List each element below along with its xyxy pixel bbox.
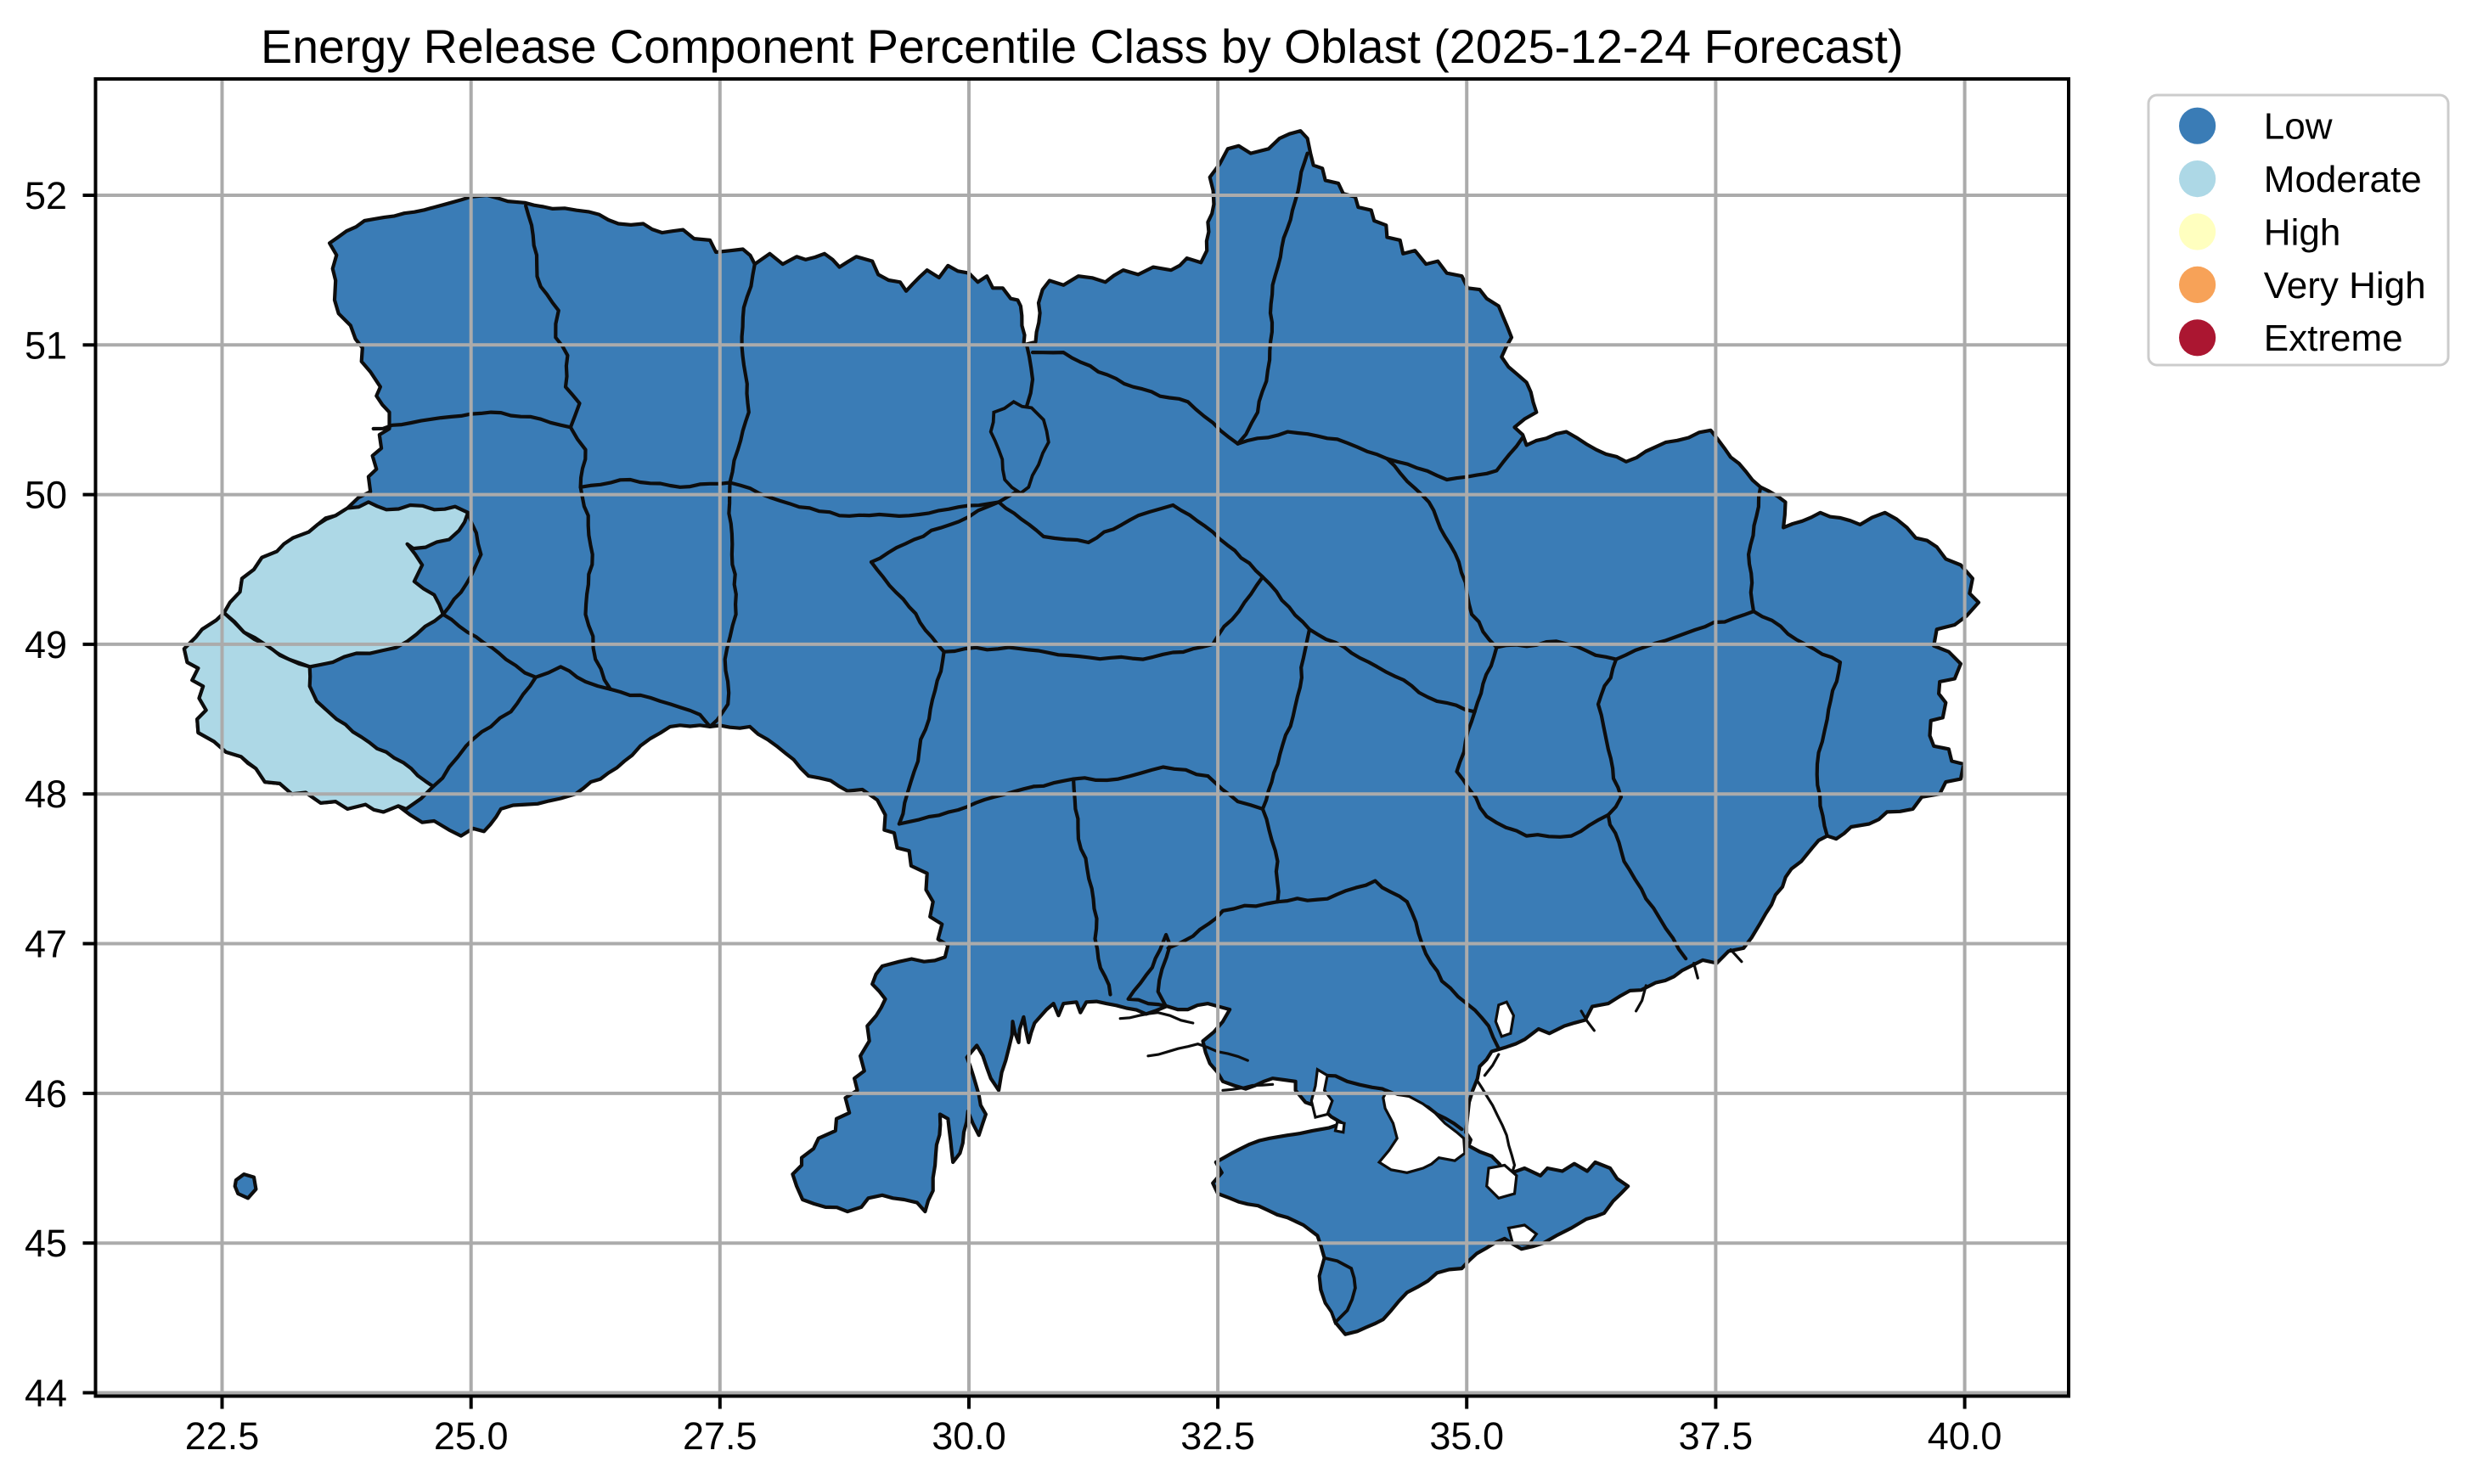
svg-text:Very High: Very High: [2264, 265, 2426, 306]
svg-text:High: High: [2264, 211, 2341, 253]
svg-text:50: 50: [25, 474, 67, 517]
svg-text:Moderate: Moderate: [2264, 159, 2422, 200]
svg-text:Extreme: Extreme: [2264, 318, 2403, 359]
svg-text:44: 44: [25, 1372, 67, 1415]
svg-text:45: 45: [25, 1222, 67, 1265]
svg-text:22.5: 22.5: [185, 1414, 260, 1458]
svg-text:30.0: 30.0: [932, 1414, 1006, 1458]
svg-text:47: 47: [25, 923, 67, 966]
svg-text:48: 48: [25, 773, 67, 816]
svg-text:25.0: 25.0: [434, 1414, 509, 1458]
svg-text:27.5: 27.5: [683, 1414, 757, 1458]
svg-text:51: 51: [25, 323, 67, 367]
svg-text:35.0: 35.0: [1429, 1414, 1504, 1458]
svg-text:Energy Release Component Perce: Energy Release Component Percentile Clas…: [261, 20, 1903, 73]
svg-text:Low: Low: [2264, 106, 2333, 148]
svg-text:37.5: 37.5: [1679, 1414, 1754, 1458]
svg-text:49: 49: [25, 623, 67, 666]
svg-text:32.5: 32.5: [1180, 1414, 1255, 1458]
svg-text:52: 52: [25, 174, 67, 217]
svg-text:40.0: 40.0: [1928, 1414, 2002, 1458]
svg-text:46: 46: [25, 1072, 67, 1116]
